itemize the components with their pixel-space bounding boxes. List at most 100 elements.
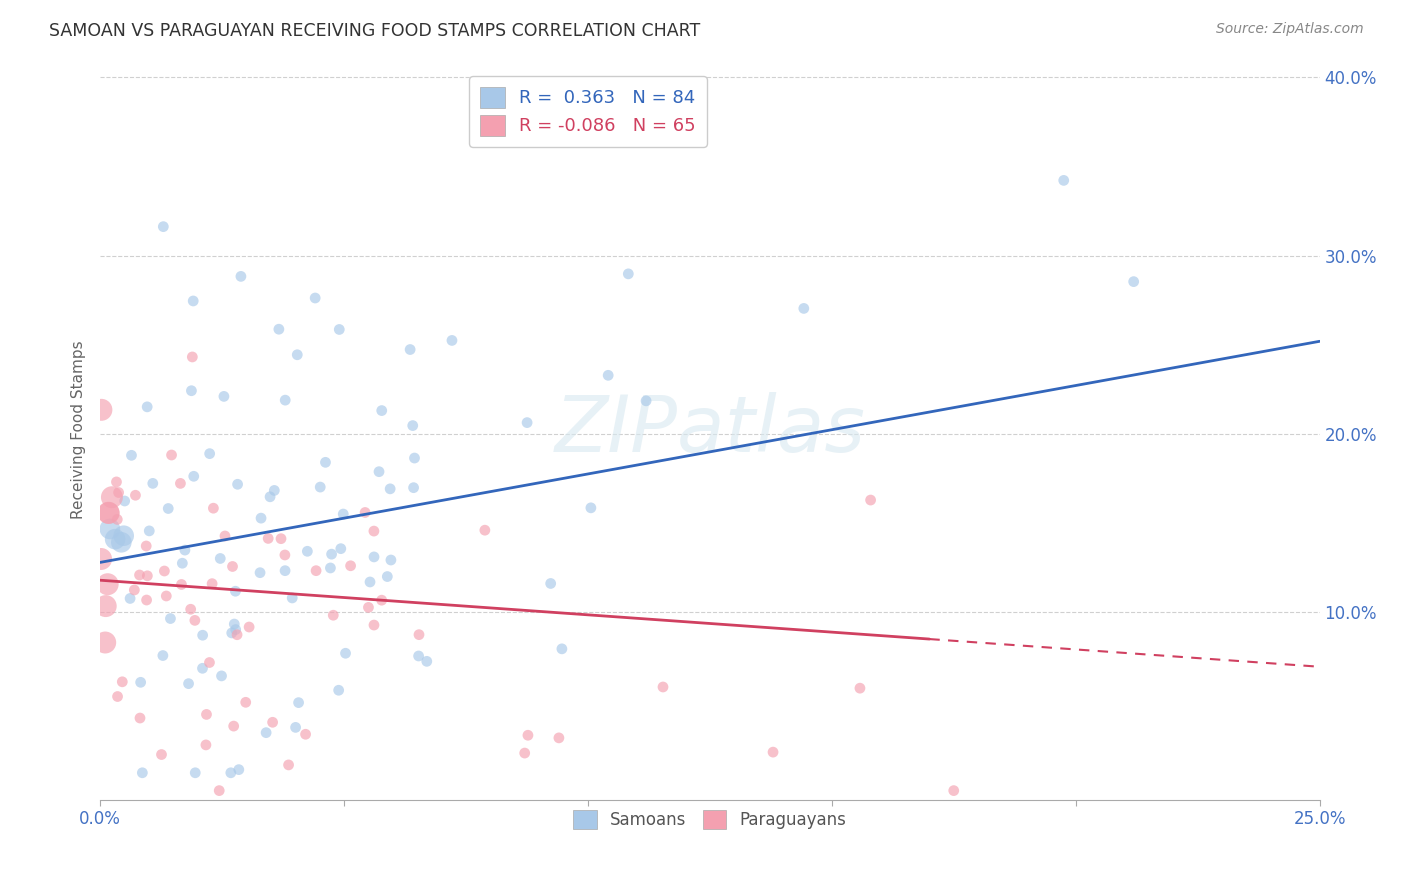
Point xyxy=(274,564,297,578)
Point xyxy=(274,393,297,408)
Point xyxy=(136,400,159,414)
Point xyxy=(94,635,117,649)
Point xyxy=(107,485,129,500)
Point xyxy=(1122,275,1144,289)
Point xyxy=(309,480,332,494)
Point xyxy=(652,680,675,694)
Point xyxy=(322,608,344,623)
Point xyxy=(942,783,965,797)
Point xyxy=(375,569,398,583)
Point xyxy=(281,591,304,605)
Point xyxy=(111,674,134,689)
Point xyxy=(181,293,204,308)
Point xyxy=(277,758,299,772)
Point xyxy=(859,493,882,508)
Point xyxy=(548,731,571,745)
Point xyxy=(371,403,394,417)
Point xyxy=(363,524,385,538)
Point xyxy=(97,506,120,520)
Point xyxy=(250,511,273,525)
Point xyxy=(104,532,127,546)
Point xyxy=(105,512,128,526)
Point xyxy=(408,648,430,663)
Point xyxy=(181,350,204,364)
Point xyxy=(160,448,183,462)
Point xyxy=(636,393,658,408)
Legend: Samoans, Paraguayans: Samoans, Paraguayans xyxy=(567,803,853,836)
Point xyxy=(112,529,135,543)
Point xyxy=(513,746,536,760)
Point xyxy=(124,488,146,502)
Text: SAMOAN VS PARAGUAYAN RECEIVING FOOD STAMPS CORRELATION CHART: SAMOAN VS PARAGUAYAN RECEIVING FOOD STAM… xyxy=(49,22,700,40)
Y-axis label: Receiving Food Stamps: Receiving Food Stamps xyxy=(72,340,86,519)
Point xyxy=(155,589,177,603)
Point xyxy=(378,482,401,496)
Point xyxy=(224,584,246,599)
Point xyxy=(110,535,132,549)
Point xyxy=(138,524,160,538)
Point xyxy=(440,334,463,348)
Point xyxy=(107,690,129,704)
Point xyxy=(359,574,381,589)
Point xyxy=(287,696,309,710)
Point xyxy=(285,348,308,362)
Point xyxy=(474,523,496,537)
Point xyxy=(238,620,260,634)
Point xyxy=(131,765,153,780)
Point xyxy=(211,669,233,683)
Point xyxy=(177,676,200,690)
Point xyxy=(94,599,117,613)
Point xyxy=(408,628,430,642)
Point xyxy=(328,322,350,336)
Point xyxy=(90,402,112,417)
Point xyxy=(329,541,352,556)
Point xyxy=(297,544,319,558)
Point xyxy=(226,628,249,642)
Point xyxy=(294,727,316,741)
Point xyxy=(257,532,280,546)
Point xyxy=(114,494,136,508)
Point xyxy=(402,481,425,495)
Point xyxy=(551,641,574,656)
Point xyxy=(169,476,191,491)
Point xyxy=(101,490,124,504)
Point xyxy=(254,725,277,739)
Point xyxy=(516,728,538,742)
Point xyxy=(198,656,221,670)
Point xyxy=(221,626,243,640)
Point xyxy=(124,582,146,597)
Point xyxy=(208,783,231,797)
Point xyxy=(90,552,112,566)
Point xyxy=(1053,173,1076,187)
Point xyxy=(319,561,342,575)
Point xyxy=(121,448,143,462)
Point xyxy=(262,715,284,730)
Point xyxy=(97,506,120,520)
Point xyxy=(174,543,197,558)
Point xyxy=(274,548,297,562)
Point xyxy=(540,576,562,591)
Point xyxy=(849,681,872,695)
Point xyxy=(153,564,176,578)
Point xyxy=(214,529,236,543)
Point xyxy=(202,501,225,516)
Point xyxy=(228,763,250,777)
Point xyxy=(314,455,336,469)
Point xyxy=(135,593,157,607)
Point xyxy=(201,576,224,591)
Point xyxy=(219,765,242,780)
Point xyxy=(120,591,142,606)
Point xyxy=(305,564,328,578)
Point xyxy=(212,389,235,403)
Point xyxy=(222,719,245,733)
Point xyxy=(335,646,357,660)
Point xyxy=(135,539,157,553)
Point xyxy=(191,628,214,642)
Point xyxy=(226,477,249,491)
Point xyxy=(267,322,290,336)
Point xyxy=(370,593,392,607)
Point xyxy=(235,695,257,709)
Text: ZIPatlas: ZIPatlas xyxy=(554,392,865,467)
Point xyxy=(354,506,377,520)
Point xyxy=(617,267,640,281)
